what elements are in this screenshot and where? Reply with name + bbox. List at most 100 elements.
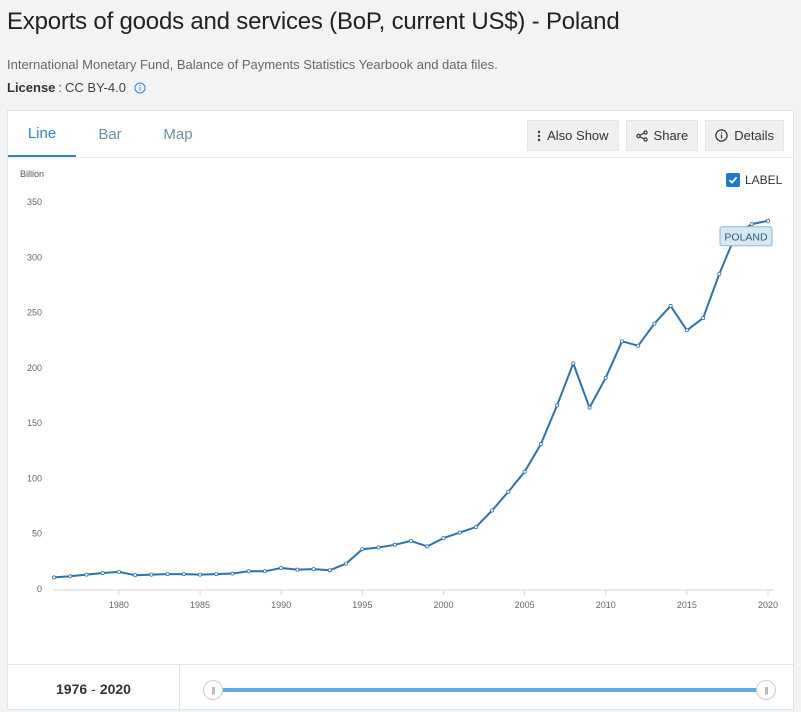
data-point [133,573,138,578]
share-icon [635,129,648,142]
tab-map[interactable]: Map [163,126,193,143]
details-button[interactable]: Details [705,120,784,151]
data-point [165,572,170,577]
data-point [538,442,543,447]
data-point [149,572,154,577]
data-point [652,321,657,326]
data-point [100,570,105,575]
tabbar-divider [8,157,793,158]
label-checkbox[interactable] [726,173,740,187]
data-point [603,375,608,380]
data-point [473,525,478,530]
data-point [84,572,89,577]
data-point [425,544,430,549]
share-label: Share [653,128,689,143]
page-title: Exports of goods and services (BoP, curr… [7,8,620,35]
checkmark-icon [728,176,738,184]
toolbar: Also Show Share Details [527,120,784,151]
data-point [441,536,446,541]
data-point [344,561,349,566]
y-tick-label: 250 [27,308,42,318]
y-tick-label: 200 [27,363,42,373]
range-slider-track[interactable] [213,688,766,692]
data-point [457,530,462,535]
y-tick-label: 0 [37,584,42,594]
data-point [327,568,332,573]
license-separator: : [58,80,63,95]
share-button[interactable]: Share [625,120,699,151]
tab-line[interactable]: Line [8,111,76,158]
y-axis-label: Billion [20,169,44,179]
data-point [214,572,219,577]
data-point [668,303,673,308]
also-show-button[interactable]: Also Show [527,120,619,151]
y-tick-label: 50 [32,529,42,539]
chart-type-tabs: Line Bar Map [8,111,212,158]
license-line: License : CC BY-4.0 [7,80,146,95]
data-point [766,218,771,223]
chart-panel: Line Bar Map Also Show Share Details Bil… [7,110,794,712]
data-point [684,328,689,333]
x-tick-label: 2000 [433,600,453,610]
data-point [116,569,121,574]
data-point [295,567,300,572]
tab-bar[interactable]: Bar [98,126,122,143]
info-circle-icon [715,129,728,142]
data-point [52,575,57,580]
x-tick-label: 2015 [677,600,697,610]
data-point [230,571,235,576]
data-point [522,469,527,474]
data-point [181,572,186,577]
license-label: License [7,80,56,95]
range-start: 1976 [56,680,88,697]
data-point [311,567,316,572]
data-point [717,271,722,276]
data-point [636,343,641,348]
data-point [506,489,511,494]
series-label-text: POLAND [724,231,768,243]
x-tick-label: 2010 [596,600,616,610]
label-toggle-text: LABEL [745,173,783,187]
data-point [262,569,267,574]
data-point [408,538,413,543]
data-point [701,316,706,321]
x-tick-label: 1995 [352,600,372,610]
also-show-label: Also Show [547,128,609,143]
data-point [619,339,624,344]
x-tick-label: 2005 [515,600,535,610]
range-separator: - [91,680,96,697]
series-line-poland [53,219,769,579]
y-tick-label: 100 [27,473,42,483]
label-toggle[interactable]: LABEL [726,173,782,187]
line-chart: Billion 0 50 100 150 200 250 300 350 1980 1985 1990… [20,169,778,610]
data-point [749,222,754,227]
series-label-box [719,226,773,247]
data-point [555,403,560,408]
source-note: International Monetary Fund, Balance of … [7,57,498,72]
data-point [68,574,73,579]
y-tick-label: 150 [27,418,42,428]
range-footer: 1976 - 2020 ||| ||| [8,664,793,712]
data-point [490,508,495,513]
range-end: 2020 [99,680,131,697]
y-tick-label: 300 [27,252,42,262]
x-tick-label: 1980 [109,600,129,610]
info-icon[interactable] [134,82,146,94]
year-range: 1976 - 2020 [8,665,180,712]
range-slider-start-handle[interactable]: ||| [203,680,223,700]
y-tick-label: 350 [27,197,42,207]
data-point [392,542,397,547]
data-point [246,569,251,574]
data-point [571,361,576,366]
data-point [376,545,381,550]
more-vertical-icon [537,130,541,141]
data-point [198,572,203,577]
data-point [279,565,284,570]
x-tick-label: 2020 [758,600,778,610]
details-label: Details [734,128,774,143]
x-tick-label: 1990 [271,600,291,610]
data-point [587,405,592,410]
x-tick-label: 1985 [190,600,210,610]
license-value: CC BY-4.0 [65,80,126,95]
range-slider-end-handle[interactable]: ||| [756,680,776,700]
